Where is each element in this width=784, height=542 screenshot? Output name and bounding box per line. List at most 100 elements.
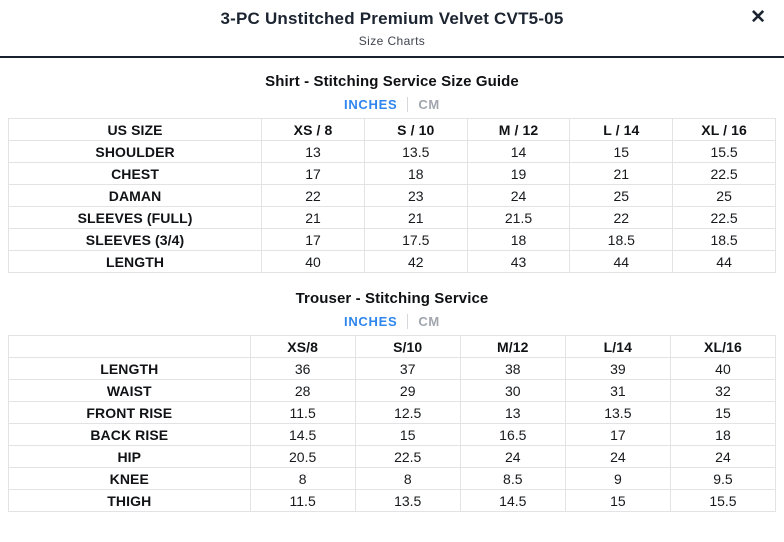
cell: 15.5 — [669, 489, 777, 512]
column-header: XL/16 — [669, 335, 777, 358]
column-header: M / 12 — [466, 118, 571, 141]
cell: 20.5 — [249, 445, 356, 468]
cell: 32 — [669, 379, 777, 402]
cell: 22.5 — [354, 445, 461, 468]
cell: 22 — [569, 206, 674, 229]
cell: 15 — [669, 401, 777, 424]
cell: 13 — [459, 401, 566, 424]
trouser-size-section: Trouser - Stitching Service INCHES CM XS… — [0, 290, 784, 512]
cell: 24 — [459, 445, 566, 468]
cell: 25 — [569, 184, 674, 207]
tab-cm[interactable]: CM — [418, 97, 440, 112]
cell: 23 — [363, 184, 468, 207]
trouser-section-title: Trouser - Stitching Service — [295, 290, 489, 307]
column-header: XL / 16 — [672, 118, 776, 141]
cell: 24 — [466, 184, 571, 207]
cell: 18 — [669, 423, 777, 446]
cell: 36 — [249, 357, 356, 380]
cell: 9.5 — [669, 467, 777, 490]
table-row: SLEEVES (FULL) 21 21 21.5 22 22.5 — [7, 206, 776, 229]
cell: 12.5 — [354, 401, 461, 424]
table-row: KNEE 8 8 8.5 9 9.5 — [8, 467, 777, 490]
row-label: DAMAN — [7, 184, 263, 207]
row-label: SHOULDER — [7, 140, 263, 163]
cell: 16.5 — [459, 423, 566, 446]
cell: 8 — [249, 467, 356, 490]
cell: 25 — [672, 184, 776, 207]
cell: 21 — [569, 162, 674, 185]
tab-divider — [407, 314, 409, 329]
modal-subtitle: Size Charts — [358, 34, 426, 48]
cell: 11.5 — [249, 489, 356, 512]
row-label: FRONT RISE — [8, 401, 251, 424]
table-row: BACK RISE 14.5 15 16.5 17 18 — [8, 423, 777, 446]
modal-header: 3-PC Unstitched Premium Velvet CVT5-05 S… — [0, 0, 784, 58]
close-icon: ✕ — [750, 7, 766, 28]
table-header-row: US SIZE XS / 8 S / 10 M / 12 L / 14 XL /… — [7, 118, 776, 141]
cell: 22 — [261, 184, 365, 207]
cell: 13.5 — [564, 401, 671, 424]
cell: 18 — [363, 162, 468, 185]
row-label: THIGH — [8, 489, 251, 512]
cell: 9 — [564, 467, 671, 490]
cell: 14.5 — [249, 423, 356, 446]
cell: 13 — [261, 140, 365, 163]
cell: 8.5 — [459, 467, 566, 490]
cell: 21.5 — [466, 206, 571, 229]
cell: 15 — [569, 140, 674, 163]
column-header: M/12 — [459, 335, 566, 358]
cell: 21 — [363, 206, 468, 229]
cell: 13.5 — [354, 489, 461, 512]
cell: 18.5 — [672, 228, 776, 251]
close-button[interactable]: ✕ — [746, 5, 770, 31]
column-header: L / 14 — [569, 118, 674, 141]
column-header: XS / 8 — [261, 118, 365, 141]
cell: 15 — [564, 489, 671, 512]
cell: 17 — [564, 423, 671, 446]
tab-cm[interactable]: CM — [418, 314, 440, 329]
row-label: BACK RISE — [8, 423, 251, 446]
cell: 18.5 — [569, 228, 674, 251]
cell: 28 — [249, 379, 356, 402]
table-row: SHOULDER 13 13.5 14 15 15.5 — [7, 140, 776, 163]
cell: 24 — [564, 445, 671, 468]
cell: 44 — [569, 250, 674, 273]
page-title: 3-PC Unstitched Premium Velvet CVT5-05 — [220, 9, 564, 28]
cell: 37 — [354, 357, 461, 380]
cell: 40 — [261, 250, 365, 273]
cell: 42 — [363, 250, 468, 273]
shirt-size-section: Shirt - Stitching Service Size Guide INC… — [0, 73, 784, 273]
trouser-size-table: XS/8 S/10 M/12 L/14 XL/16 LENGTH 36 37 3… — [8, 335, 777, 512]
cell: 17.5 — [363, 228, 468, 251]
cell: 22.5 — [672, 162, 776, 185]
tab-inches[interactable]: INCHES — [344, 314, 398, 329]
table-row: LENGTH 40 42 43 44 44 — [7, 250, 776, 273]
cell: 8 — [354, 467, 461, 490]
cell: 38 — [459, 357, 566, 380]
column-header: S / 10 — [363, 118, 468, 141]
table-row: CHEST 17 18 19 21 22.5 — [7, 162, 776, 185]
cell: 44 — [672, 250, 776, 273]
tab-inches[interactable]: INCHES — [344, 97, 398, 112]
row-label: HIP — [8, 445, 251, 468]
row-label: KNEE — [8, 467, 251, 490]
cell: 22.5 — [672, 206, 776, 229]
cell: 18 — [466, 228, 571, 251]
table-header-row: XS/8 S/10 M/12 L/14 XL/16 — [8, 335, 777, 358]
row-label: LENGTH — [7, 250, 263, 273]
shirt-unit-tabs: INCHES CM — [0, 97, 784, 112]
column-header: S/10 — [354, 335, 461, 358]
shirt-section-title: Shirt - Stitching Service Size Guide — [265, 73, 519, 90]
cell: 15 — [354, 423, 461, 446]
row-label: SLEEVES (FULL) — [7, 206, 263, 229]
cell: 13.5 — [363, 140, 468, 163]
shirt-size-table: US SIZE XS / 8 S / 10 M / 12 L / 14 XL /… — [7, 118, 776, 273]
cell: 17 — [261, 162, 365, 185]
table-row: HIP 20.5 22.5 24 24 24 — [8, 445, 777, 468]
table-row: SLEEVES (3/4) 17 17.5 18 18.5 18.5 — [7, 228, 776, 251]
table-row: DAMAN 22 23 24 25 25 — [7, 184, 776, 207]
column-header: L/14 — [564, 335, 671, 358]
column-header: XS/8 — [249, 335, 356, 358]
cell: 17 — [261, 228, 365, 251]
